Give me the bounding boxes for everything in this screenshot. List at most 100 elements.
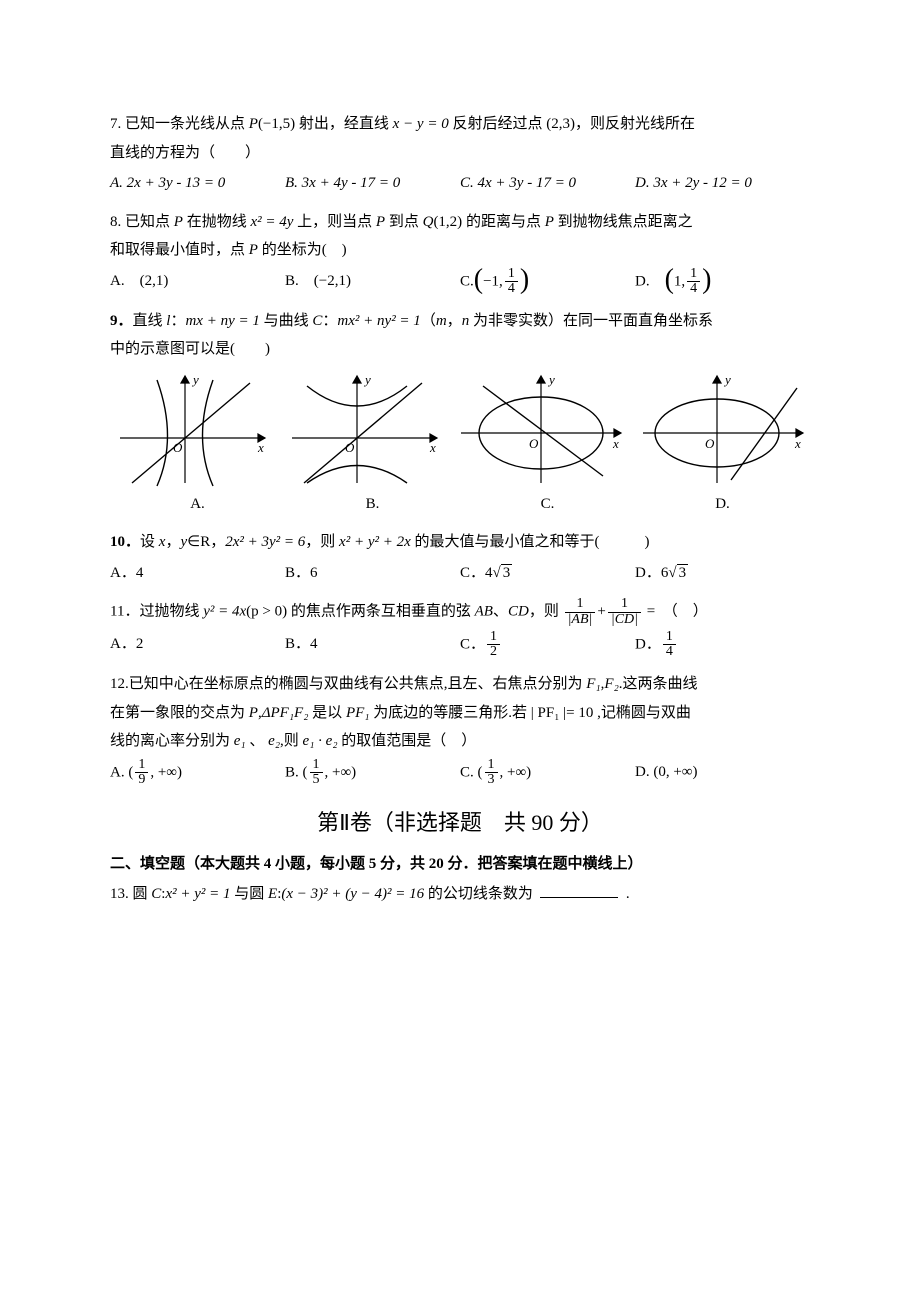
- svg-text:y: y: [363, 372, 371, 387]
- q12-te: 为底边的等腰三角形.若: [369, 705, 530, 721]
- q7-optB: B. 3x + 4y - 17 = 0: [285, 175, 400, 191]
- q12-At: , +∞): [150, 764, 182, 780]
- q9-diagram-a: O x y: [110, 368, 275, 488]
- q11-d1: |AB|: [565, 613, 596, 628]
- q8-Clab: C.: [460, 273, 474, 289]
- q11-ta: 过抛物线: [139, 604, 203, 620]
- q7-text-d: ，则反射光线所在: [575, 116, 695, 132]
- q13-C: C: [151, 886, 161, 902]
- q12-Blab: B.: [285, 764, 299, 780]
- svg-text:y: y: [547, 372, 555, 387]
- q7-num: 7.: [110, 116, 121, 132]
- q8-P2: P: [376, 214, 385, 230]
- q8-Qc: (1,2): [433, 214, 462, 230]
- q7-Pcoord: (−1,5): [258, 116, 295, 132]
- q13-tail: .: [618, 886, 629, 902]
- q12-options: A. (19, +∞) B. (15, +∞) C. (13, +∞) D. (…: [110, 758, 810, 788]
- q11-Dn: 1: [663, 630, 676, 646]
- q13-tb: 与圆: [231, 886, 269, 902]
- q9-comma: ，: [447, 313, 462, 329]
- q9-lineeq: mx + ny = 1: [185, 313, 259, 329]
- q10-options: A．4 B．6 C．4√3 D．6√3: [110, 559, 810, 588]
- q8-Cden: 4: [505, 282, 518, 297]
- q13-blank[interactable]: [540, 882, 618, 898]
- q11-plus: +: [597, 604, 605, 620]
- q10-Bval: 6: [310, 565, 318, 581]
- q12-Bn: 1: [310, 758, 323, 774]
- q8-P1: P: [174, 214, 183, 230]
- q8-Bval: (−2,1): [314, 273, 351, 289]
- q13-tc: 的公切线条数为: [424, 886, 540, 902]
- q8-Alab: A.: [110, 273, 140, 289]
- q10-cond: 2x² + 3y² = 6: [225, 534, 305, 550]
- q9-c2: ：: [322, 313, 337, 329]
- q12-ti: 的取值范围是（ ）: [338, 733, 477, 749]
- q11-Clab: C．: [460, 636, 485, 652]
- q7-options: A. 2x + 3y - 13 = 0 B. 3x + 4y - 17 = 0 …: [110, 169, 810, 198]
- q8-tf: 到抛物线焦点距离之: [554, 214, 693, 230]
- q10-Alab: A．: [110, 565, 136, 581]
- q8-tb: 在抛物线: [183, 214, 251, 230]
- q10-Clab: C．: [460, 565, 485, 581]
- q11-tc: ，则: [529, 604, 563, 620]
- q8-Dlab: D.: [635, 273, 665, 289]
- q8-Aval: (2,1): [140, 273, 169, 289]
- q12-tri: ΔPF₁F₂: [262, 705, 309, 721]
- question-10: 10．设 x，y∈R，2x² + 3y² = 6，则 x² + y² + 2x …: [110, 528, 810, 587]
- q9-num: 9．: [110, 313, 133, 329]
- q11-tb: 的焦点作两条互相垂直的弦: [287, 604, 475, 620]
- q12-Dlab: D.: [635, 764, 650, 780]
- svg-text:y: y: [191, 372, 199, 387]
- q9-labA: A.: [110, 490, 285, 519]
- q10-ta: 设: [140, 534, 159, 550]
- q12-Cn: 1: [485, 758, 498, 774]
- q8-options: A. (2,1) B. (−2,1) C.(−1,14) D. (1,14): [110, 267, 810, 297]
- q8-Blab: B.: [285, 273, 314, 289]
- q11-d2: |CD|: [608, 613, 641, 628]
- q13-num: 13.: [110, 886, 129, 902]
- q10-Crad: 3: [501, 564, 513, 582]
- q8-P4: P: [249, 242, 258, 258]
- q7-text-c: 反射后经过点: [449, 116, 547, 132]
- q8-Dden: 4: [687, 282, 700, 297]
- q12-Dv: (0, +∞): [653, 764, 697, 780]
- q9-diagrams: O x y O x y: [110, 368, 810, 488]
- section-2-title: 第Ⅱ卷（非选择题 共 90 分）: [110, 802, 810, 844]
- q9-tc: （: [421, 313, 436, 329]
- q7-text-b: 射出，经直线: [295, 116, 393, 132]
- q12-Ct: , +∞): [500, 764, 532, 780]
- q12-Cd: 3: [485, 773, 498, 788]
- q11-AB: AB: [475, 604, 493, 620]
- q9-ta: 直线: [133, 313, 167, 329]
- q7-ptB: (2,3): [546, 116, 575, 132]
- q12-Ad: 9: [135, 773, 148, 788]
- svg-text:x: x: [612, 436, 619, 451]
- q9-diagram-d: O x y: [635, 368, 810, 488]
- q12-tb: .这两条曲线: [619, 676, 698, 692]
- q11-Bval: 4: [310, 636, 318, 652]
- q11-n2: 1: [608, 597, 641, 613]
- q11-cond: (p > 0): [246, 604, 287, 620]
- q8-P3: P: [545, 214, 554, 230]
- q10-Drad: 3: [677, 564, 689, 582]
- q9-c1: ：: [170, 313, 185, 329]
- q9-td: 为非零实数）在同一平面直角坐标系: [469, 313, 713, 329]
- q8-tg: 和取得最小值时，点: [110, 242, 249, 258]
- svg-text:x: x: [429, 440, 436, 455]
- q7-P: P: [249, 116, 258, 132]
- q8-parab: x² = 4y: [250, 214, 293, 230]
- q7-optD: D. 3x + 2y - 12 = 0: [635, 175, 752, 191]
- question-11: 11．过抛物线 y² = 4x(p > 0) 的焦点作两条互相垂直的弦 AB、C…: [110, 597, 810, 660]
- q8-tc: 上，则当点: [293, 214, 376, 230]
- q8-num: 8.: [110, 214, 121, 230]
- q12-Alab: A.: [110, 764, 125, 780]
- q9-tb: 与曲线: [260, 313, 313, 329]
- q11-parab: y² = 4x: [203, 604, 246, 620]
- q9-labC: C.: [460, 490, 635, 519]
- q12-An: 1: [135, 758, 148, 774]
- svg-text:y: y: [723, 372, 731, 387]
- q9-curveeq: mx² + ny² = 1: [337, 313, 420, 329]
- q8-Dnum: 1: [687, 267, 700, 283]
- q12-F1: F₁: [586, 676, 600, 692]
- q12-Clab: C.: [460, 764, 474, 780]
